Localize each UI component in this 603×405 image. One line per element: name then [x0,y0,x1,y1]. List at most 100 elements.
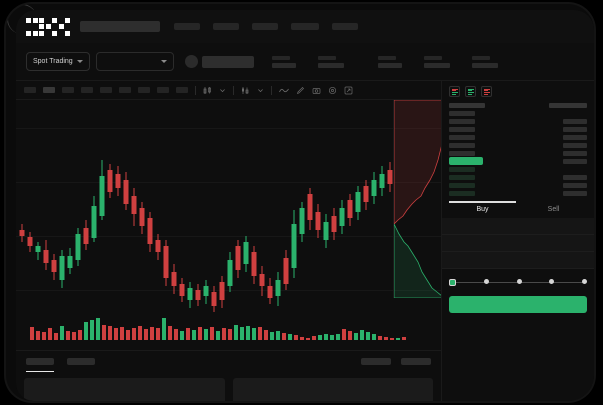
tab-action-2[interactable] [401,358,431,365]
candle-body [59,256,65,280]
price-chart[interactable] [16,100,441,350]
candle-body [347,200,353,218]
orderbook-header-label [549,102,587,108]
nav-item-3[interactable] [252,23,278,30]
candle-body [387,170,393,184]
slider-step-dot[interactable] [516,278,522,284]
slider-step-dot[interactable] [582,278,587,284]
candle-body [267,286,273,298]
orderbook-row[interactable] [449,149,587,157]
volume-bar [252,328,256,340]
orderbook-current-price-row[interactable] [449,157,587,165]
gridline-3 [16,236,441,237]
timeframe-button-1[interactable] [24,87,36,93]
orderbook-row[interactable] [449,173,587,181]
timeframe-button-2[interactable] [43,87,55,93]
volume-bar [270,332,274,340]
orderbook-row[interactable] [449,109,587,117]
top-navigation-bar [16,10,594,43]
timeframe-button-4[interactable] [81,87,93,93]
orderbook-row[interactable] [449,181,587,189]
market-stat-4 [423,55,450,68]
candle-body [27,237,33,246]
indicators-icon[interactable] [241,86,250,95]
camera-icon[interactable] [312,86,321,95]
order-total-field[interactable] [442,252,594,269]
gridline-1 [16,128,441,129]
order-tab-buy[interactable]: Buy [447,201,518,218]
timeframe-button-9[interactable] [176,87,188,93]
orderbook-mode-both[interactable] [449,86,460,97]
timeframe-button-3[interactable] [62,87,74,93]
orderbook-mode-bids[interactable] [465,86,476,97]
volume-bar [48,328,52,340]
trading-pair-dropdown[interactable] [95,52,174,71]
orderbook-mode-asks[interactable] [481,86,492,97]
fullscreen-icon[interactable] [344,86,353,95]
slider-step-dot[interactable] [483,278,489,284]
toolbar-divider [233,85,234,95]
tab-order-history[interactable] [67,358,95,365]
depth-bid-area [394,223,441,298]
orderbook-row[interactable] [449,133,587,141]
order-amount-field[interactable] [442,235,594,252]
market-type-selector[interactable]: Spot Trading [26,52,90,71]
global-search-input[interactable] [80,21,160,32]
tab-open-orders[interactable] [26,358,54,372]
orderbook-row[interactable] [449,117,587,125]
orderbook-row[interactable] [449,141,587,149]
order-tab-sell[interactable]: Sell [547,206,560,213]
tab-action-1[interactable] [361,358,391,365]
nav-item-5[interactable] [332,23,358,30]
line-chart-icon[interactable] [279,86,289,95]
volume-bar [138,326,142,340]
order-amount-slider[interactable] [449,275,587,289]
chevron-down-icon [160,60,167,63]
volume-bar [108,326,112,340]
timeframe-button-7[interactable] [138,87,150,93]
orderbook-row[interactable] [449,125,587,133]
market-stat-value [423,62,450,68]
chevron-down-icon[interactable] [257,87,264,94]
orderbook-amount-cell [563,174,587,180]
chevron-down-icon[interactable] [219,87,226,94]
volume-bar [114,328,118,340]
slider-handle[interactable] [449,278,456,286]
orderbook-row[interactable] [449,165,587,173]
nav-item-2[interactable] [213,23,239,30]
volume-bar [390,338,394,340]
volume-bar [36,331,40,340]
volume-bar [330,335,334,340]
volume-bar [324,334,328,340]
order-price-field[interactable] [442,218,594,235]
candle-body [379,174,385,188]
orderbook-mode-bars [450,87,459,96]
nav-item-4[interactable] [291,23,319,30]
candlestick-icon[interactable] [203,86,212,95]
settings-icon[interactable] [328,86,337,95]
market-stat-label [377,55,396,60]
candlestick-series [19,160,393,312]
okx-logo-icon[interactable] [26,17,70,36]
volume-bar [84,322,88,340]
chevron-down-icon [76,60,83,63]
orderbook-price-cell [449,166,475,172]
candle-body [315,212,321,230]
orderbook-row[interactable] [449,189,587,197]
volume-bar [336,334,340,340]
volume-bar [90,320,94,340]
candle-body [139,208,145,226]
nav-item-1[interactable] [174,23,200,30]
candle-body [235,246,241,270]
candle-body [195,290,201,300]
submit-order-button[interactable] [449,296,587,313]
pencil-icon[interactable] [296,86,305,95]
timeframe-button-8[interactable] [157,87,169,93]
orderbook-price-cell [449,157,483,165]
depth-ask-area [394,100,441,225]
timeframe-button-6[interactable] [119,87,131,93]
candle-body [99,176,105,216]
candle-body [219,282,225,300]
slider-step-dot[interactable] [549,278,555,284]
timeframe-button-5[interactable] [100,87,112,93]
